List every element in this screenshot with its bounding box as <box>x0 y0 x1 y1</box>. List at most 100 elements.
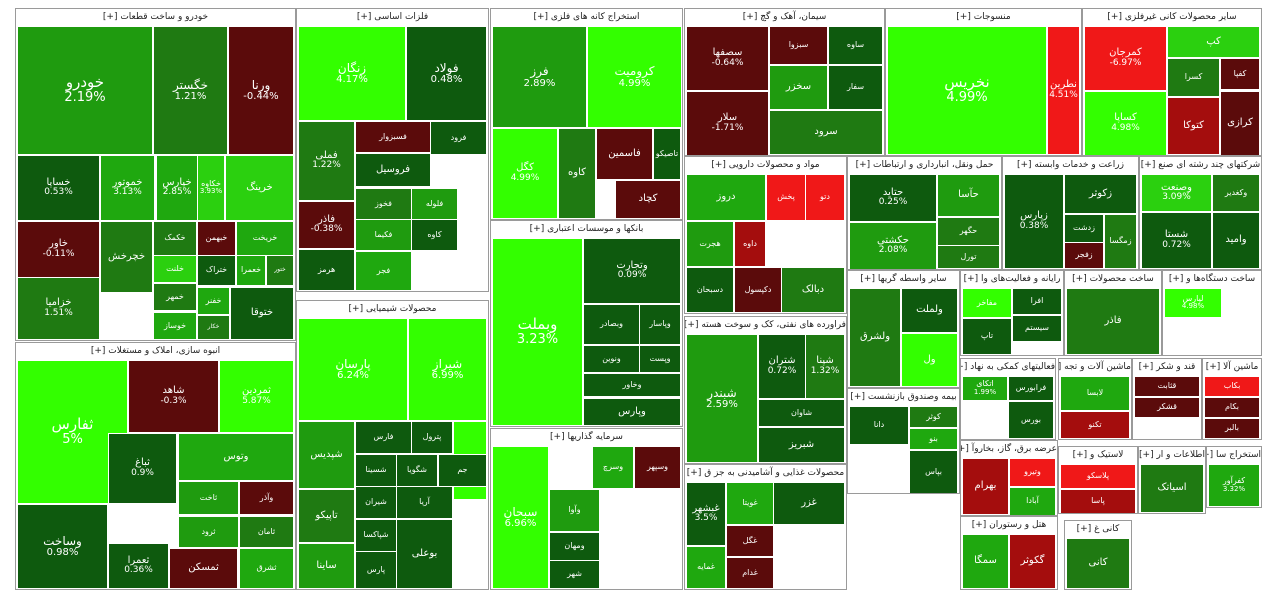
sector-title[interactable]: ماشین آلا [+] <box>1203 359 1261 375</box>
symbol-tile[interactable]: فاذر <box>1066 288 1160 355</box>
symbol-tile[interactable]: شاهد -0.3% <box>128 360 219 433</box>
symbol-tile[interactable]: غبشهر 3.5% <box>686 482 726 546</box>
symbol-tile[interactable]: خبهمن <box>197 221 236 256</box>
symbol-tile[interactable]: کمرجان -6.97% <box>1084 26 1167 91</box>
symbol-tile[interactable]: خوساز <box>153 312 197 340</box>
symbol-tile[interactable]: قشکر <box>1134 397 1200 418</box>
symbol-tile[interactable]: سبحان 6.96% <box>492 446 549 589</box>
sector-title[interactable]: هتل و رستوران [+] <box>961 517 1057 533</box>
symbol-tile[interactable]: ختوقا <box>230 287 294 340</box>
sector-title[interactable]: فراورده های نفتی، کک و سوخت هسته [+] <box>685 317 846 333</box>
sector-title[interactable]: رایانه و فعالیت‌های وا [+] <box>961 271 1063 287</box>
sector-title[interactable]: شرکتهای چند رشته ای صنع [+] <box>1140 157 1261 173</box>
sector-title[interactable]: مواد و محصولات دارویی [+] <box>685 157 846 173</box>
symbol-tile[interactable]: کپ <box>1167 26 1260 58</box>
symbol-tile[interactable]: شیران <box>355 486 397 519</box>
symbol-tile[interactable]: خگستر 1.21% <box>153 26 228 155</box>
symbol-tile[interactable]: وتوس <box>178 433 294 481</box>
symbol-tile[interactable]: بهرام <box>962 458 1009 515</box>
symbol-tile[interactable]: وسرچ <box>592 446 634 489</box>
sector-title[interactable]: کانی غ [+] <box>1065 521 1131 537</box>
symbol-tile[interactable]: بوعلی <box>396 519 453 589</box>
symbol-tile[interactable]: غدام <box>726 557 774 589</box>
sector-title[interactable]: استخراج سا [+] <box>1207 447 1261 463</box>
symbol-tile[interactable]: وپست <box>639 345 681 373</box>
symbol-tile[interactable]: خعمرا <box>236 255 266 286</box>
symbol-tile[interactable]: خچرخش <box>100 221 153 293</box>
symbol-tile[interactable]: ول <box>901 333 958 387</box>
symbol-tile[interactable]: کسرا <box>1167 58 1220 97</box>
sector-title[interactable]: محصولات غذایی و آشامیدنی به جز ق [+] <box>685 465 846 481</box>
symbol-tile[interactable]: داوه <box>734 221 766 267</box>
symbol-tile[interactable]: بپاس <box>909 450 958 493</box>
symbol-tile[interactable]: وپاسار <box>639 304 681 345</box>
symbol-tile[interactable]: خساپا 0.53% <box>17 155 100 221</box>
symbol-tile[interactable]: فکیما <box>355 219 412 251</box>
symbol-tile[interactable]: پارس <box>355 551 397 589</box>
symbol-tile[interactable]: خکار <box>197 315 230 340</box>
symbol-tile[interactable]: شیراز 6.99% <box>408 318 487 421</box>
symbol-tile[interactable]: تکنو <box>1060 411 1130 439</box>
symbol-tile[interactable]: ولملت <box>901 288 958 333</box>
symbol-tile[interactable]: ساینا <box>298 543 355 589</box>
sector-title[interactable]: اطلاعات و ار [+] <box>1139 447 1205 463</box>
symbol-tile[interactable]: سصفها -0.64% <box>686 26 769 91</box>
symbol-tile[interactable]: وسپهر <box>634 446 681 489</box>
symbol-tile[interactable]: خفنر <box>197 287 230 315</box>
symbol-tile[interactable]: کساپا 4.98% <box>1084 91 1167 155</box>
sector-title[interactable]: سرمایه گذاریها [+] <box>491 429 682 445</box>
symbol-tile[interactable]: افرا <box>1012 288 1062 315</box>
symbol-tile[interactable]: شبریز <box>758 427 845 463</box>
sector-title[interactable]: قند و شکر [+] <box>1133 359 1201 375</box>
symbol-tile[interactable]: ثشرق <box>239 548 294 589</box>
symbol-tile[interactable]: دکپسول <box>734 267 782 313</box>
symbol-tile[interactable]: فرز 2.89% <box>492 26 587 128</box>
symbol-tile[interactable]: وصنعت 3.09% <box>1141 174 1212 212</box>
symbol-tile[interactable]: سرود <box>769 110 883 155</box>
symbol-tile[interactable]: لابسا <box>1060 376 1130 411</box>
sector-title[interactable]: ساخت محصولات [+] <box>1065 271 1161 287</box>
symbol-tile[interactable]: وآوا <box>549 489 600 532</box>
symbol-tile[interactable]: حکشتی 2.08% <box>849 222 937 269</box>
symbol-tile[interactable]: فرابورس <box>1008 376 1054 401</box>
symbol-tile[interactable]: دبالک <box>781 267 845 313</box>
symbol-tile[interactable]: فارس <box>355 421 412 454</box>
symbol-tile[interactable]: خکاوه 3.93% <box>197 155 225 221</box>
symbol-tile[interactable]: پخش <box>766 174 806 221</box>
symbol-tile[interactable]: کرازی <box>1220 91 1260 155</box>
symbol-tile[interactable]: دانا <box>849 406 909 445</box>
symbol-tile[interactable]: زفجر <box>1064 242 1104 269</box>
symbol-tile[interactable]: شتران 0.72% <box>758 334 806 399</box>
symbol-tile[interactable]: ثباغ 0.9% <box>108 433 177 504</box>
symbol-tile[interactable]: سلار -1.71% <box>686 91 769 155</box>
symbol-tile[interactable]: خمهر <box>153 283 197 311</box>
sector-title[interactable]: عرضه برق، گاز، بخاروآ [+] <box>961 441 1057 457</box>
symbol-tile[interactable]: فملی 1.22% <box>298 121 355 201</box>
symbol-tile[interactable]: خرینگ <box>225 155 294 221</box>
sector-title[interactable]: بانکها و موسسات اعتباری [+] <box>491 221 682 237</box>
symbol-tile[interactable]: غمایه <box>686 546 726 589</box>
sector-title[interactable]: بیمه وصندوق بازنشست [+] <box>848 389 959 405</box>
symbol-tile[interactable]: شاوان <box>758 399 845 427</box>
symbol-tile[interactable]: بنو <box>909 428 958 450</box>
symbol-tile[interactable]: ثمردین 5.87% <box>219 360 294 433</box>
symbol-tile[interactable]: حگهر <box>937 217 1000 246</box>
symbol-tile[interactable]: هجرت <box>686 221 734 267</box>
sector-title[interactable]: زراعت و خدمات وابسته [+] <box>1003 157 1138 173</box>
sector-title[interactable]: سایر واسطه گریها [+] <box>848 271 959 287</box>
symbol-tile[interactable]: کتوکا <box>1167 97 1220 155</box>
symbol-tile[interactable]: خپارس 2.85% <box>156 155 198 221</box>
symbol-tile[interactable]: وساخت 0.98% <box>17 504 108 589</box>
symbol-tile[interactable]: وامید <box>1212 212 1260 269</box>
symbol-tile[interactable]: وکغدیر <box>1212 174 1260 212</box>
symbol-tile[interactable]: کفرآور 3.32% <box>1208 464 1260 507</box>
symbol-tile[interactable]: کفپا <box>1220 58 1260 90</box>
symbol-tile[interactable]: ثعمرا 0.36% <box>108 543 169 589</box>
symbol-tile[interactable]: سفار <box>828 65 883 110</box>
symbol-tile[interactable]: خزامیا 1.51% <box>17 277 100 340</box>
symbol-tile[interactable]: سیستم <box>1012 315 1062 342</box>
sector-title[interactable]: خودرو و ساخت قطعات [+] <box>16 9 295 25</box>
symbol-tile[interactable]: کگل 4.99% <box>492 128 558 219</box>
symbol-tile[interactable]: خکمک <box>153 221 197 256</box>
sector-title[interactable]: سایر محصولات کانی غیرفلزی [+] <box>1083 9 1261 25</box>
